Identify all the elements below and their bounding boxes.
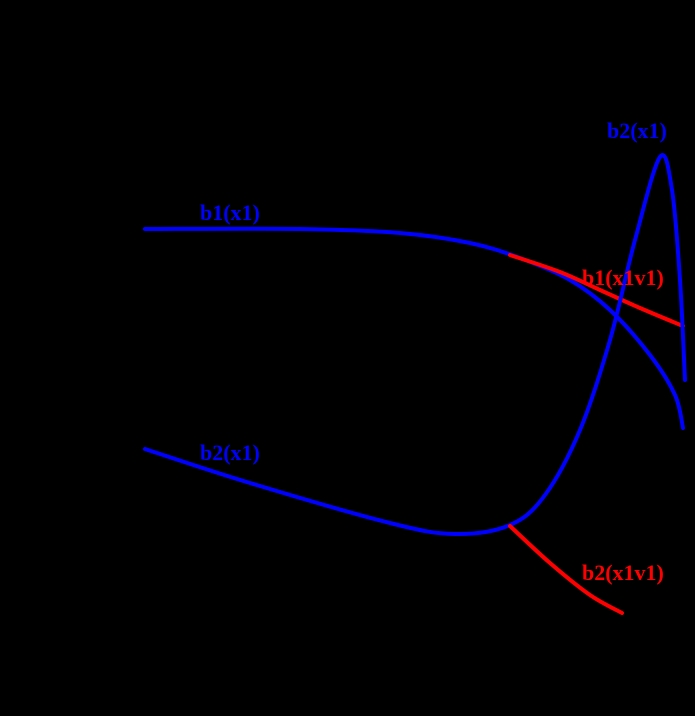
- label-b2-x1v1: b2(x1v1): [582, 560, 664, 585]
- curve-b1-x1: [143, 226, 685, 430]
- curve-b1-x1v1: [508, 253, 685, 328]
- curve-b2-x1: [143, 153, 687, 537]
- label-b1-x1: b1(x1): [200, 200, 260, 225]
- curves: [143, 153, 687, 615]
- curve-b2-x1v1: [508, 524, 624, 615]
- label-b1-x1v1: b1(x1v1): [582, 265, 664, 290]
- label-b2-x1-peak: b2(x1): [607, 118, 667, 143]
- label-b2-x1: b2(x1): [200, 440, 260, 465]
